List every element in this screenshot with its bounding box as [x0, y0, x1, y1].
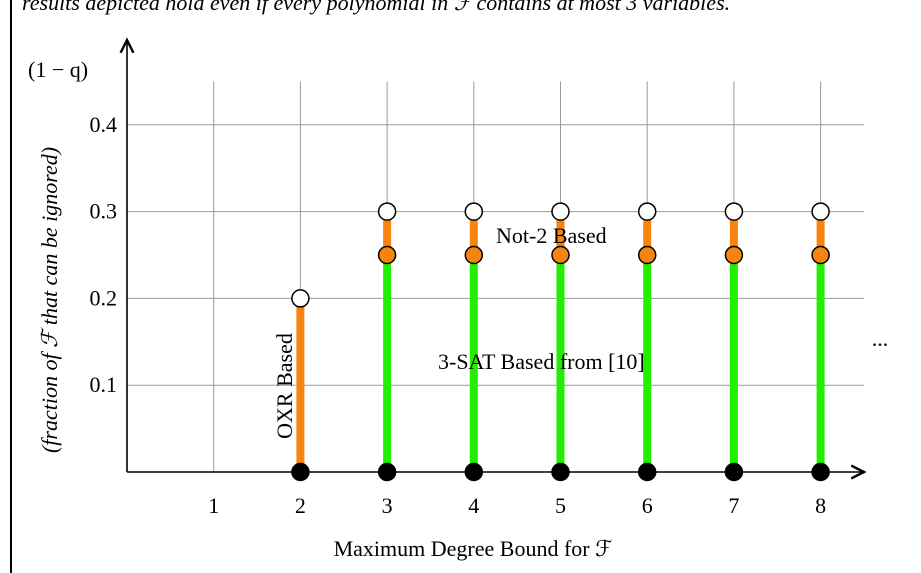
base-point [291, 462, 310, 482]
base-point [637, 462, 657, 482]
x-axis-label: Maximum Degree Bound for ℱ [334, 536, 613, 561]
open-point [291, 289, 310, 308]
ellipsis-annotation: ... [872, 326, 889, 351]
orange-point [637, 245, 657, 265]
x-tick-label: 4 [468, 493, 479, 518]
not2-annotation: Not-2 Based [496, 223, 607, 248]
y-tick-label: 0.2 [90, 285, 118, 310]
open-point [811, 202, 830, 221]
base-point [551, 462, 570, 482]
y-tick-label: 0.3 [90, 199, 118, 224]
labels: (1 − q) (fraction of ℱ that can be ignor… [28, 57, 888, 561]
y-axis-top-label: (1 − q) [28, 57, 88, 82]
x-tick-label: 2 [295, 493, 306, 518]
orange-point [377, 245, 397, 265]
open-point [551, 202, 570, 221]
base-point [377, 462, 397, 482]
axes [127, 40, 864, 472]
orange-point [811, 245, 830, 265]
y-tick-label: 0.1 [90, 372, 118, 397]
x-tick-label: 8 [815, 493, 826, 518]
orange-point [724, 245, 744, 265]
open-point [724, 202, 744, 221]
left-margin-rule [10, 0, 12, 573]
x-tick-label: 5 [555, 493, 566, 518]
base-point [811, 462, 830, 482]
base-point [464, 462, 484, 482]
open-point [377, 202, 397, 221]
sat-annotation: 3-SAT Based from [10] [438, 349, 645, 374]
x-tick-label: 3 [382, 493, 393, 518]
figure-caption: results depicted hold even if every poly… [22, 0, 731, 15]
x-tick-label: 6 [642, 493, 653, 518]
x-tick-label: 1 [208, 493, 219, 518]
base-point [724, 462, 744, 482]
open-point [637, 202, 657, 221]
oxr-annotation: OXR Based [272, 333, 297, 439]
orange-point [464, 245, 484, 265]
open-point [464, 202, 484, 221]
points [291, 202, 830, 482]
x-tick-label: 7 [728, 493, 739, 518]
y-tick-label: 0.4 [90, 112, 118, 137]
y-axis-label: (fraction of ℱ that can be ignored) [37, 147, 62, 453]
orange-point [551, 245, 570, 265]
grid [127, 81, 864, 472]
